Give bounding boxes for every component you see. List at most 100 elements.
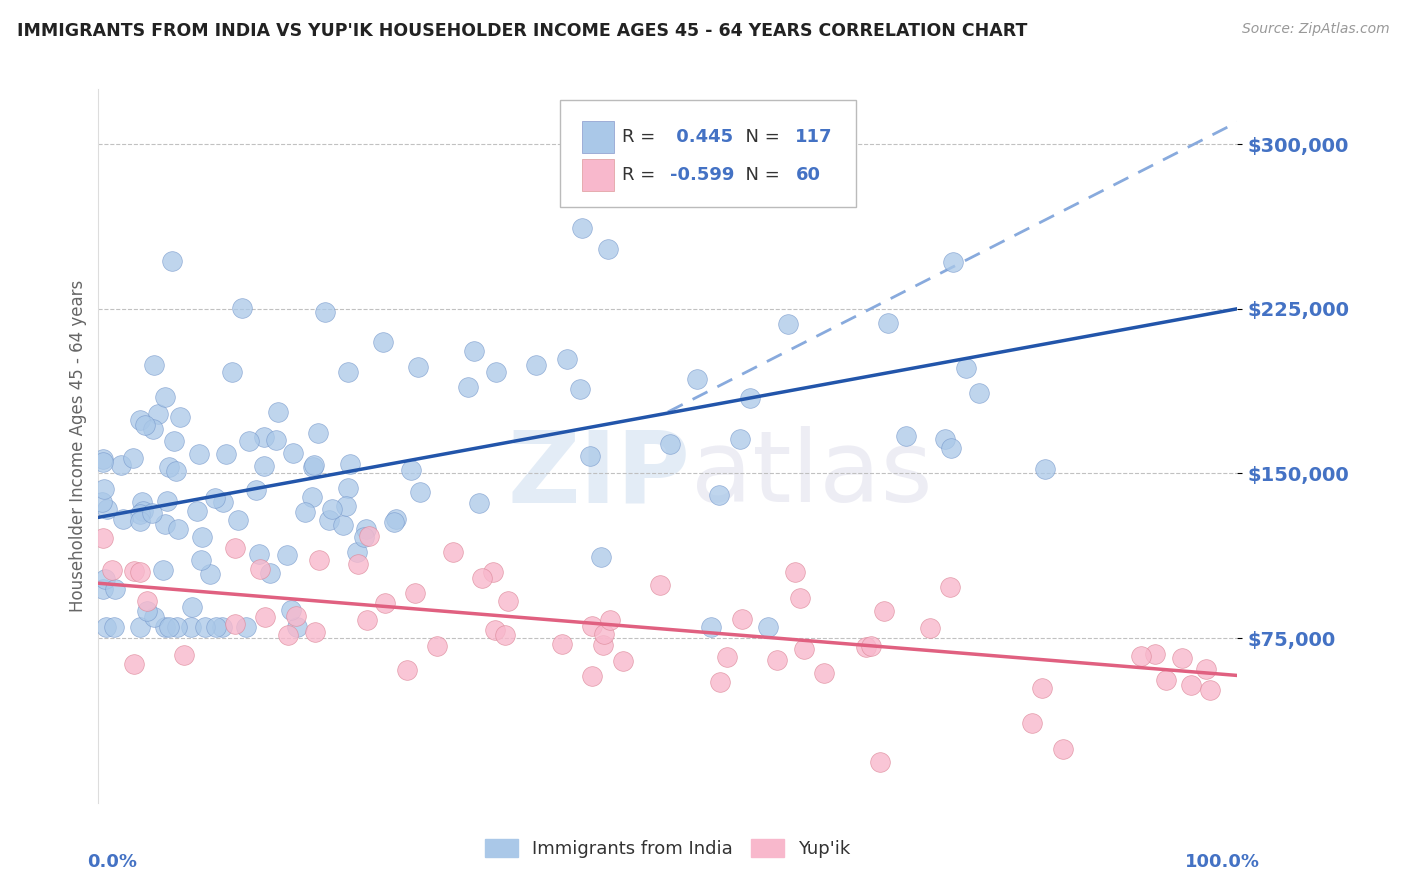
Text: atlas: atlas <box>690 426 932 523</box>
Point <box>143 358 166 372</box>
Point <box>1180 678 1202 692</box>
Point <box>579 449 602 463</box>
Point <box>1171 651 1194 665</box>
Point <box>156 494 179 508</box>
Point <box>551 637 574 651</box>
Point <box>280 602 302 616</box>
Point <box>94 572 117 586</box>
Point <box>1031 681 1053 695</box>
Point <box>740 391 762 405</box>
Point <box>129 515 152 529</box>
Point <box>91 582 114 596</box>
Point <box>346 557 368 571</box>
Point <box>277 628 299 642</box>
Point <box>1143 648 1166 662</box>
Point <box>877 317 900 331</box>
Text: N =: N = <box>734 128 786 146</box>
Point <box>524 358 547 372</box>
Text: 60: 60 <box>796 166 821 184</box>
Point <box>700 620 723 634</box>
Point <box>408 360 430 375</box>
Point <box>264 433 287 447</box>
Point <box>463 343 485 358</box>
Point <box>212 495 235 509</box>
Point <box>91 495 114 509</box>
Text: IMMIGRANTS FROM INDIA VS YUP'IK HOUSEHOLDER INCOME AGES 45 - 64 YEARS CORRELATIO: IMMIGRANTS FROM INDIA VS YUP'IK HOUSEHOL… <box>17 22 1028 40</box>
FancyBboxPatch shape <box>582 159 614 191</box>
Point <box>783 565 806 579</box>
Point <box>163 434 186 448</box>
Point <box>793 641 815 656</box>
Point <box>776 317 799 331</box>
Point <box>336 481 359 495</box>
Text: -0.599: -0.599 <box>671 166 734 184</box>
Point <box>252 458 274 473</box>
Point <box>599 614 621 628</box>
Point <box>224 541 246 555</box>
Point <box>131 495 153 509</box>
Point <box>918 621 941 635</box>
Point <box>357 529 380 543</box>
Point <box>304 625 326 640</box>
Point <box>129 507 152 521</box>
Point <box>153 620 176 634</box>
Point <box>591 550 613 565</box>
Point <box>353 530 375 544</box>
Point <box>468 496 491 510</box>
Text: 0.445: 0.445 <box>671 128 734 146</box>
Point <box>157 460 180 475</box>
Point <box>128 620 150 634</box>
Point <box>141 506 163 520</box>
Point <box>167 522 190 536</box>
Point <box>813 665 835 680</box>
Point <box>169 409 191 424</box>
Point <box>938 580 960 594</box>
Point <box>686 372 709 386</box>
Point <box>346 544 368 558</box>
Point <box>186 504 208 518</box>
Text: 0.0%: 0.0% <box>87 853 136 871</box>
Point <box>441 545 464 559</box>
Point <box>231 301 253 316</box>
Point <box>569 382 592 396</box>
Point <box>1033 462 1056 476</box>
Point <box>496 593 519 607</box>
Point <box>205 620 228 634</box>
Point <box>224 617 246 632</box>
Point <box>307 425 329 440</box>
Text: 117: 117 <box>796 128 832 146</box>
Point <box>612 654 634 668</box>
Point <box>337 365 360 379</box>
Point <box>215 447 238 461</box>
Point <box>354 522 377 536</box>
Point <box>253 430 276 444</box>
Point <box>756 620 779 634</box>
Point <box>356 613 378 627</box>
Legend: Immigrants from India, Yup'ik: Immigrants from India, Yup'ik <box>478 831 858 865</box>
Point <box>131 504 153 518</box>
Point <box>153 390 176 404</box>
Point <box>581 619 603 633</box>
Point <box>470 571 492 585</box>
Point <box>426 639 449 653</box>
Point <box>128 565 150 579</box>
Point <box>1021 716 1043 731</box>
Y-axis label: Householder Income Ages 45 - 64 years: Householder Income Ages 45 - 64 years <box>69 280 87 612</box>
Point <box>198 566 221 581</box>
Point <box>308 553 330 567</box>
Point <box>592 638 614 652</box>
Point <box>111 512 134 526</box>
Point <box>967 385 990 400</box>
Text: R =: R = <box>623 128 661 146</box>
Point <box>648 577 671 591</box>
Text: R =: R = <box>623 166 661 184</box>
Point <box>134 417 156 432</box>
Point <box>190 553 212 567</box>
Point <box>301 459 323 474</box>
Point <box>247 547 270 561</box>
Point <box>165 464 187 478</box>
Point <box>728 432 751 446</box>
Point <box>659 437 682 451</box>
Point <box>404 586 426 600</box>
Point <box>485 365 508 379</box>
